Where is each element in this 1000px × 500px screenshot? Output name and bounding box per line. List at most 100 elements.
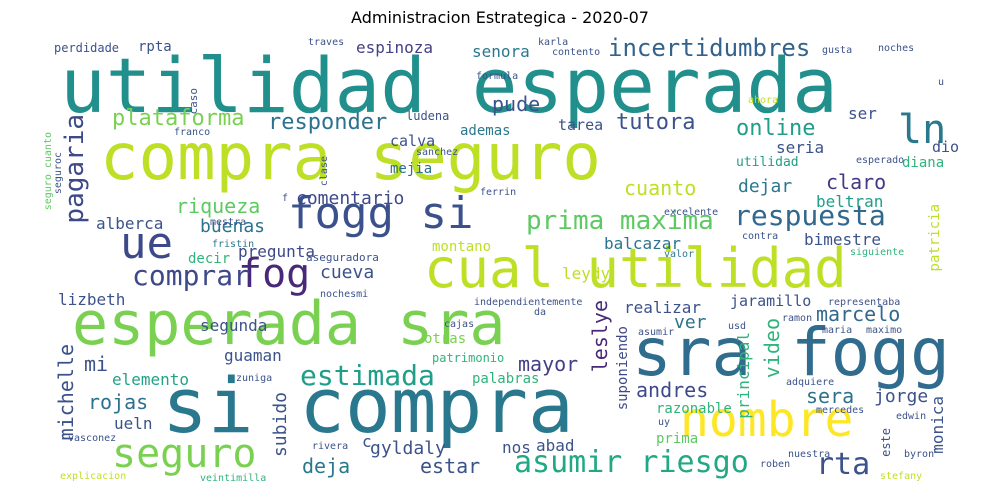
word-espinoza: espinoza — [356, 38, 434, 57]
word-si-compra: si compra — [162, 361, 574, 450]
word-excelente: excelente — [664, 207, 719, 218]
word-karla: karla — [538, 37, 569, 48]
word-este: este — [879, 428, 893, 457]
word-zuniga: zuniga — [236, 373, 273, 384]
word-esperada-sra: esperada sra — [72, 289, 506, 359]
word-mayor: mayor — [518, 352, 579, 376]
word-cuanto: cuanto — [624, 176, 697, 200]
word-balcazar: balcazar — [604, 234, 682, 253]
word-utilidad-esperada: utilidad esperada — [60, 41, 838, 130]
word-mi: mi — [84, 352, 109, 376]
word-stefany: stefany — [880, 471, 923, 482]
word-vasconez: vasconez — [68, 433, 117, 444]
word-guaman: guaman — [224, 346, 282, 365]
word-cueva: cueva — [320, 262, 375, 283]
word-decir: decir — [188, 251, 231, 267]
word-rojas: rojas — [88, 390, 149, 414]
word-veintimilla: veintimilla — [200, 473, 267, 484]
word-principal: principal — [734, 332, 753, 419]
word-gusta: gusta — [822, 45, 853, 56]
word-usd: usd — [728, 321, 747, 332]
word-nochesmi: nochesmi — [320, 289, 369, 300]
word-suponiendo: suponiendo — [615, 326, 631, 411]
word-u: u — [938, 77, 945, 88]
word-comentario: comentario — [296, 188, 405, 209]
word-incertidumbres: incertidumbres — [608, 36, 811, 62]
word-aseguradora: aseguradora — [306, 251, 379, 264]
word-nos: nos — [502, 438, 531, 457]
word-ademas: ademas — [460, 123, 511, 139]
word-seguro: seguro — [112, 431, 257, 477]
word-gyldaly: gyldaly — [370, 438, 446, 459]
word-responder: responder — [268, 110, 388, 135]
word-comprar: comprar — [132, 259, 251, 292]
word-montano: montano — [432, 239, 492, 255]
word-edwin: edwin — [896, 411, 927, 422]
word-patricia: patricia — [927, 204, 943, 272]
word-cloud: utilidad esperada compra seguro si compr… — [40, 36, 960, 486]
word-lizbeth: lizbeth — [58, 290, 126, 309]
word-seria: seria — [776, 138, 825, 157]
word-pude: pude — [492, 92, 541, 116]
word-mestra: mestra — [210, 217, 247, 228]
word-pagaria: pagaria — [60, 114, 90, 224]
word-sra-fogg: sra fogg — [632, 314, 950, 391]
word-ramon: ramon — [782, 313, 813, 324]
word-abad: abad — [536, 436, 575, 455]
word-seguroc: seguroc — [53, 152, 64, 195]
word-cual-utilidad: cual utilidad — [424, 237, 847, 300]
word-diana: diana — [902, 155, 945, 171]
word-formula: formula — [476, 71, 519, 82]
word-esperado: esperado — [856, 155, 905, 166]
word-realizar: realizar — [624, 298, 702, 317]
word-riqueza: riqueza — [176, 194, 261, 218]
word-estar: estar — [420, 454, 481, 478]
word-calva: calva — [390, 132, 436, 150]
word-traves: traves — [308, 37, 345, 48]
word-leslye: leslye — [588, 300, 612, 373]
word-ue: ue — [120, 218, 173, 269]
word-fristin: fristin — [212, 239, 255, 250]
word-prima: prima — [656, 431, 699, 447]
word-asumir-riesgo: asumir riesgo — [514, 445, 749, 480]
word-seguro-cuanto: seguro cuanto — [43, 132, 54, 211]
word-ueln: ueln — [114, 414, 153, 433]
word-dejar: dejar — [738, 176, 793, 197]
word-senora: senora — [472, 42, 530, 61]
word-valor: valor — [664, 249, 695, 260]
word-patrimonio: patrimonio — [432, 351, 505, 365]
word-plataforma: plataforma — [112, 106, 245, 131]
word-roben: roben — [760, 459, 791, 470]
word-c: c — [362, 432, 372, 451]
word-franco: franco — [174, 127, 211, 138]
word-sera: sera — [806, 384, 855, 408]
word-noches: noches — [878, 43, 915, 54]
word-byron: byron — [904, 449, 935, 460]
word-online: online — [736, 116, 816, 141]
word-prima-maxima: prima maxima — [526, 206, 714, 236]
word-tarea: tarea — [558, 116, 604, 134]
word-fog: fog — [238, 251, 311, 297]
word-michelle: michelle — [54, 344, 78, 441]
word-video: video — [760, 318, 784, 379]
word-rta: rta — [816, 447, 871, 482]
word-estimada: estimada — [300, 359, 435, 392]
word-andres: andres — [636, 378, 709, 402]
word-representaba: representaba — [828, 297, 901, 308]
word-segunda: segunda — [200, 316, 268, 335]
word-caso: caso — [187, 88, 200, 115]
word-subido: subido — [270, 392, 291, 458]
word-deja: deja — [302, 454, 351, 478]
word-palabras: palabras — [472, 371, 540, 387]
word-fogg-si: fogg si — [288, 188, 474, 239]
word-da: da — [534, 307, 547, 318]
word-rivera: rivera — [312, 441, 349, 452]
word-mercedes: mercedes — [816, 405, 865, 416]
word-f: f — [282, 193, 289, 204]
word-leydy: leydy — [562, 264, 611, 283]
word-cajas: cajas — [444, 319, 475, 330]
word-monica: monica — [928, 396, 947, 454]
word-nombre: nombre — [680, 392, 854, 448]
word-ferrin: ferrin — [480, 187, 517, 198]
word-ver: ver — [674, 312, 707, 333]
